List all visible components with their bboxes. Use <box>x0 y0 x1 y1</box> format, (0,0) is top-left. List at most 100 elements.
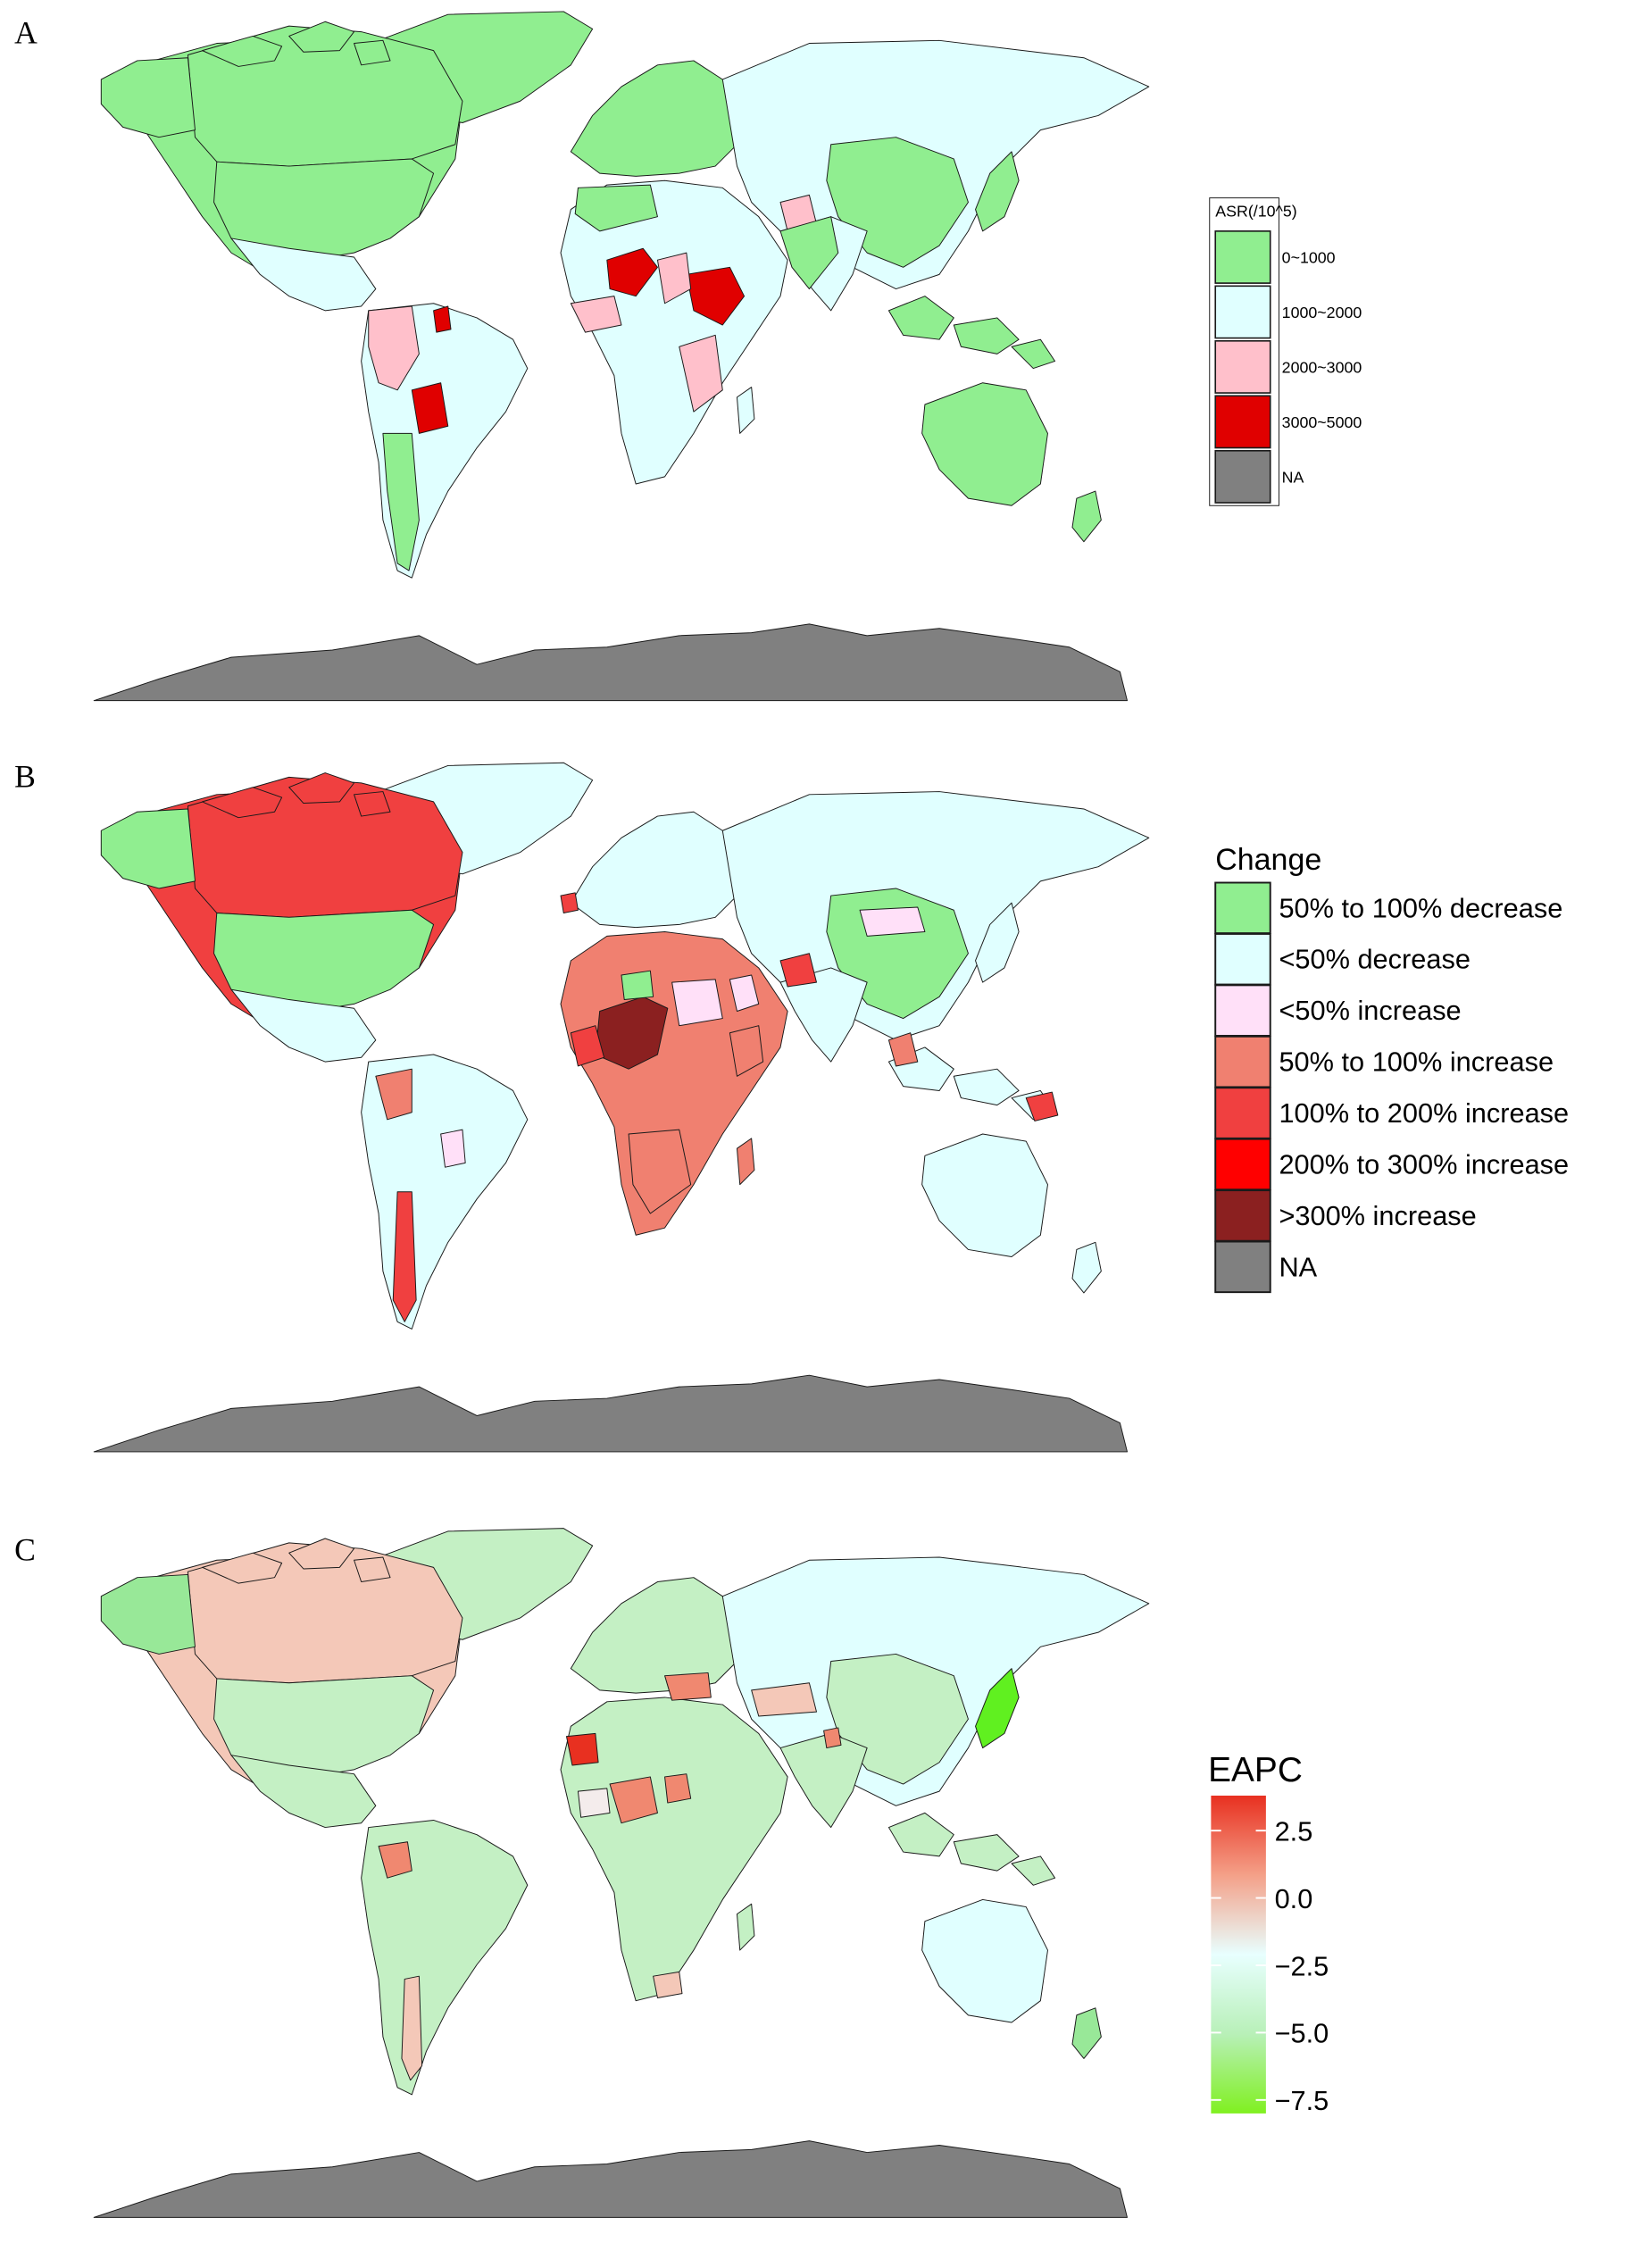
chile-region <box>392 1191 417 1322</box>
legend-frame <box>1209 197 1279 506</box>
legend-swatch <box>1214 285 1271 339</box>
legend-label: NA <box>1282 468 1304 486</box>
legend-swatch <box>1214 340 1271 394</box>
legend-tick-label: −5.0 <box>1275 2018 1329 2049</box>
map-panel-b <box>93 762 1150 1453</box>
map-panel-c <box>93 1528 1150 2218</box>
balkans-region <box>664 1672 712 1701</box>
libya-region <box>621 970 654 1001</box>
map-panel-a <box>93 11 1150 702</box>
region-ak <box>100 57 196 138</box>
guyana-region <box>433 305 452 333</box>
region-jp <box>975 1668 1020 1749</box>
north-africa-region <box>574 184 658 232</box>
legend-swatch <box>1214 1087 1271 1139</box>
vietnam-region <box>887 1032 919 1067</box>
legend-label: NA <box>1279 1251 1317 1282</box>
region-nz <box>1071 1241 1102 1294</box>
ethiopia-region <box>686 266 746 326</box>
legend-swatch <box>1214 881 1271 935</box>
region-ant <box>93 1374 1128 1453</box>
region-eu <box>570 1577 746 1694</box>
region-mx <box>230 988 377 1063</box>
spain-region <box>565 1732 599 1766</box>
legend-tick-label: 0.0 <box>1275 1883 1313 1914</box>
legend-swatch <box>1214 984 1271 1037</box>
mongolia-region <box>859 906 926 937</box>
east-africa-region <box>679 334 723 413</box>
region-eu <box>570 811 746 929</box>
legend-swatch <box>1214 1240 1271 1294</box>
region-arctic-islands <box>202 1538 391 1584</box>
legend-asr: ASR(/10^5) 0~1000 1000~2000 2000~3000 3000~5… <box>1209 197 1362 506</box>
southern-africa-region <box>628 1129 692 1214</box>
niger-chad-region <box>606 247 658 297</box>
png-region <box>1025 1091 1059 1121</box>
legend-label: 50% to 100% increase <box>1279 1046 1554 1078</box>
region-ant <box>93 2140 1128 2218</box>
legend-swatch <box>1214 395 1271 449</box>
south-africa-region <box>653 1971 683 1998</box>
paraguay-region <box>440 1129 466 1168</box>
region-au <box>921 1898 1048 2023</box>
colombia-region <box>375 1068 412 1121</box>
legend-title: EAPC <box>1208 1751 1303 1789</box>
afghanistan-region <box>779 953 817 988</box>
nepal-region <box>823 1727 842 1749</box>
legend-title: Change <box>1215 843 1321 877</box>
region-ant <box>93 623 1128 702</box>
ireland-region <box>560 892 579 913</box>
region-sea <box>887 1812 1056 1886</box>
andes-region <box>368 305 420 391</box>
arabia-region <box>729 974 760 1012</box>
kazakhstan-region <box>751 1682 817 1717</box>
region-au <box>921 1133 1048 1258</box>
panel-letter: B <box>14 759 36 795</box>
region-au <box>921 382 1048 506</box>
region-in <box>779 1732 868 1829</box>
legend-label: 1000~2000 <box>1282 304 1362 321</box>
panel-letter: C <box>14 1531 36 1567</box>
legend-label: 200% to 300% increase <box>1279 1148 1569 1180</box>
world-map-panels: A B C <box>14 11 1150 2218</box>
legend-label: 2000~3000 <box>1282 358 1362 376</box>
chile-region <box>401 1975 423 2081</box>
southern-cone-region <box>382 432 420 571</box>
region-nz <box>1071 2007 1102 2059</box>
panel-letter: A <box>14 15 37 51</box>
region-jp <box>975 151 1020 232</box>
region-jp <box>975 902 1020 983</box>
legend-swatch <box>1214 1035 1271 1088</box>
region-in <box>779 967 868 1063</box>
legend-label: 0~1000 <box>1282 248 1336 266</box>
region-mx <box>230 238 377 312</box>
region-nz <box>1071 490 1102 543</box>
region-eu <box>570 60 746 177</box>
south-asia-region <box>779 216 839 290</box>
legend-swatch <box>1214 932 1271 986</box>
region-ak <box>100 808 196 889</box>
legend-colorbar <box>1211 1795 1266 2114</box>
legend-eapc: EAPC 2.5 0.0 −2.5 −5.0 −7.5 <box>1208 1751 1329 2116</box>
legend-label: <50% decrease <box>1279 944 1470 975</box>
legend-tick-label: 2.5 <box>1275 1816 1313 1847</box>
legend-change: Change 50% to 100% decrease <50% decrease <… <box>1214 843 1569 1294</box>
region-md <box>736 1903 755 1951</box>
chad-region <box>664 1773 692 1804</box>
legend-label: 3000~5000 <box>1282 413 1362 431</box>
sudan-region <box>656 252 692 304</box>
colombia-region <box>378 1841 412 1879</box>
region-mx <box>230 1755 377 1829</box>
senegal-region <box>570 1025 605 1067</box>
legend-swatch <box>1214 230 1271 284</box>
niger-region <box>609 1776 658 1824</box>
horn-region <box>729 1025 764 1077</box>
legend-title: ASR(/10^5) <box>1215 203 1296 221</box>
region-arctic-islands <box>202 21 391 67</box>
legend-swatch <box>1214 1189 1271 1242</box>
mali-region <box>577 1788 611 1818</box>
legend-label: 100% to 200% increase <box>1279 1097 1569 1129</box>
legend-swatch <box>1214 449 1271 504</box>
legend-label: <50% increase <box>1279 995 1461 1026</box>
